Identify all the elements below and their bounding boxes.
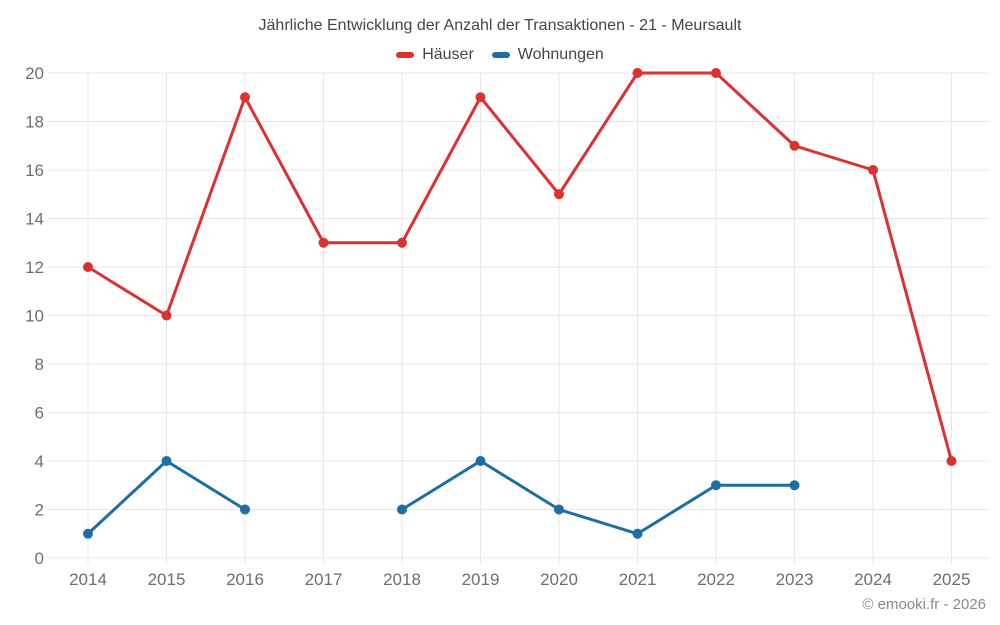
series-line-1 bbox=[400, 459, 796, 536]
series-line-0 bbox=[86, 71, 953, 463]
data-point bbox=[711, 480, 721, 491]
data-point bbox=[868, 165, 878, 175]
chart-title: Jährliche Entwicklung der Anzahl der Tra… bbox=[258, 17, 742, 34]
data-point bbox=[161, 456, 172, 466]
x-axis-tick-label: 2015 bbox=[148, 570, 186, 589]
y-axis-tick-label: 10 bbox=[25, 307, 44, 326]
data-point bbox=[240, 504, 250, 515]
copyright-footer: © emooki.fr - 2026 bbox=[862, 596, 986, 613]
y-axis-tick-label: 20 bbox=[25, 64, 44, 83]
data-point bbox=[161, 310, 172, 321]
legend-label-wohnungen: Wohnungen bbox=[517, 46, 604, 63]
y-axis-tick-label: 14 bbox=[25, 210, 44, 229]
y-axis-tick-label: 18 bbox=[25, 113, 44, 132]
data-point bbox=[83, 262, 93, 272]
x-axis-tick-label: 2016 bbox=[226, 570, 264, 589]
data-point bbox=[789, 140, 800, 151]
y-axis-tick-label: 2 bbox=[35, 501, 44, 520]
legend-label-haeuser: Häuser bbox=[422, 46, 474, 63]
legend-item-haeuser[interactable]: Häuser bbox=[396, 46, 474, 64]
data-point bbox=[789, 480, 800, 491]
x-axis-tick-label: 2024 bbox=[854, 570, 892, 589]
y-axis-tick-label: 12 bbox=[25, 258, 44, 277]
x-axis-tick-label: 2019 bbox=[462, 570, 500, 589]
x-axis-tick-label: 2022 bbox=[697, 570, 735, 589]
data-point bbox=[554, 189, 564, 200]
haeuser-series-swatch-icon bbox=[396, 52, 415, 58]
data-point bbox=[632, 68, 643, 78]
x-axis-tick-label: 2020 bbox=[540, 570, 578, 589]
y-axis-tick-label: 16 bbox=[25, 161, 44, 180]
x-axis-tick-label: 2023 bbox=[776, 570, 814, 589]
data-point bbox=[475, 456, 486, 466]
legend: Häuser Wohnungen bbox=[0, 46, 1000, 64]
x-axis-tick-label: 2021 bbox=[619, 570, 657, 589]
data-point bbox=[946, 456, 957, 466]
data-point bbox=[318, 237, 329, 248]
legend-item-wohnungen[interactable]: Wohnungen bbox=[491, 46, 604, 64]
data-point bbox=[632, 528, 643, 539]
x-axis-tick-label: 2017 bbox=[305, 570, 343, 589]
data-point bbox=[397, 504, 407, 515]
wohnungen-series-swatch-icon bbox=[491, 52, 510, 58]
data-point bbox=[240, 92, 250, 103]
x-axis-tick-label: 2018 bbox=[383, 570, 421, 589]
y-axis-tick-label: 4 bbox=[35, 452, 44, 471]
data-point bbox=[397, 237, 407, 248]
data-point bbox=[83, 528, 93, 539]
y-axis-tick-label: 6 bbox=[35, 404, 44, 423]
data-point bbox=[475, 92, 486, 103]
y-axis-tick-label: 8 bbox=[35, 355, 44, 374]
data-point bbox=[554, 504, 564, 515]
data-point bbox=[711, 68, 721, 78]
y-axis-tick-label: 0 bbox=[35, 549, 44, 568]
x-axis-tick-label: 2025 bbox=[933, 570, 971, 589]
x-axis-tick-label: 2014 bbox=[69, 570, 107, 589]
